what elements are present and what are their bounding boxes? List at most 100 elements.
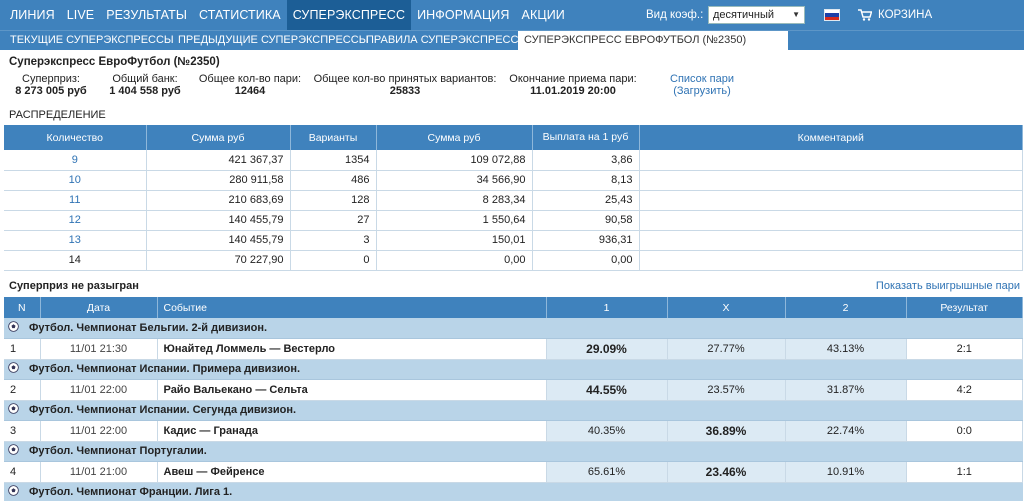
pairs-stat: Общее кол-во пари: 12464: [194, 73, 306, 97]
variants-value: 25833: [389, 85, 421, 97]
football-icon: [8, 485, 19, 499]
coef-type-value: десятичный: [713, 9, 775, 21]
nav-live[interactable]: LIVE: [66, 8, 95, 22]
distribution-count[interactable]: 10: [4, 170, 147, 191]
bank-stat: Общий банк: 1 404 558 руб: [102, 73, 188, 97]
distribution-count[interactable]: 9: [4, 150, 147, 171]
superprize-stat: Суперприз: 8 273 005 руб: [9, 73, 93, 97]
match-event: Райо Вальекано — Сельта: [157, 379, 547, 401]
events-header-row: N Дата Событие 1 X 2 Результат: [4, 297, 1023, 318]
football-icon: [8, 320, 19, 335]
league-cell: Футбол. Чемпионат Португалии.: [4, 441, 1023, 462]
match-p2-percent: 10.91%: [785, 461, 907, 483]
match-number: 1: [4, 338, 41, 360]
distribution-count[interactable]: 12: [4, 210, 147, 231]
football-icon: [8, 362, 19, 376]
distribution-sum2: 1 550,64: [376, 210, 533, 231]
league-name: Футбол. Чемпионат Испании. Сегунда дивиз…: [29, 403, 297, 416]
tab-previous-superexpress[interactable]: ПРЕДЫДУЩИЕ СУПЕРЭКСПРЕССЫ: [178, 34, 369, 46]
sub-navigation: ТЕКУЩИЕ СУПЕРЭКСПРЕССЫ ПРЕДЫДУЩИЕ СУПЕРЭ…: [0, 30, 1024, 50]
football-icon: [8, 444, 19, 458]
match-p2-percent: 31.87%: [785, 379, 907, 401]
superprize-not-drawn-label: Суперприз не разыгран: [9, 280, 139, 292]
distribution-comment: [639, 170, 1023, 191]
match-result: 2:1: [906, 338, 1023, 360]
nav-results[interactable]: РЕЗУЛЬТАТЫ: [106, 8, 188, 22]
tab-superexpress-eurofootball[interactable]: СУПЕРЭКСПРЕСС ЕВРОФУТБОЛ (№2350): [518, 31, 788, 50]
distribution-comment: [639, 230, 1023, 251]
league-cell: Футбол. Чемпионат Бельгии. 2-й дивизион.: [4, 318, 1023, 339]
league-cell: Футбол. Чемпионат Испании. Примера дивиз…: [4, 359, 1023, 380]
end-label: Окончание приема пари:: [509, 73, 637, 85]
pairs-label: Общее кол-во пари:: [198, 73, 302, 85]
nav-statistics[interactable]: СТАТИСТИКА: [199, 8, 281, 22]
distribution-sum2: 150,01: [376, 230, 533, 251]
distribution-variants: 486: [290, 170, 377, 191]
match-event: Авеш — Фейренсе: [157, 461, 547, 483]
distribution-count[interactable]: 13: [4, 230, 147, 251]
distribution-row: 10 280 911,58 486 34 566,90 8,13: [4, 170, 1023, 191]
match-date: 11/01 21:00: [40, 461, 158, 483]
match-px-percent: 23.57%: [667, 379, 786, 401]
distribution-payout: 3,86: [532, 150, 640, 171]
top-navigation: ЛИНИЯ LIVE РЕЗУЛЬТАТЫ СТАТИСТИКА СУПЕРЭК…: [0, 0, 1024, 30]
distribution-variants: 128: [290, 190, 377, 211]
load-link[interactable]: (Загрузить): [673, 85, 731, 97]
col-p1: 1: [546, 297, 668, 318]
coef-type-label: Вид коэф.:: [646, 9, 704, 21]
russian-flag-icon[interactable]: [824, 9, 840, 21]
end-stat: Окончание приема пари: 11.01.2019 20:00: [506, 73, 640, 97]
cart-label: КОРЗИНА: [878, 9, 933, 21]
league-name: Футбол. Чемпионат Португалии.: [29, 444, 207, 457]
cart-icon: [858, 9, 872, 21]
distribution-sum: 210 683,69: [146, 190, 291, 211]
show-winning-pairs-link[interactable]: Показать выигрышные пари: [875, 280, 1020, 292]
pairs-list-stat: Список пари (Загрузить): [662, 73, 742, 97]
distribution-sum2: 109 072,88: [376, 150, 533, 171]
col-event: Событие: [157, 297, 547, 318]
match-p1-percent: 40.35%: [546, 420, 668, 442]
tab-superexpress-rules[interactable]: ПРАВИЛА СУПЕРЭКСПРЕССА: [366, 34, 526, 46]
distribution-count[interactable]: 11: [4, 190, 147, 211]
pairs-value: 12464: [234, 85, 266, 97]
league-cell: Футбол. Чемпионат Франции. Лига 1.: [4, 482, 1023, 501]
distribution-payout: 936,31: [532, 230, 640, 251]
distribution-payout: 25,43: [532, 190, 640, 211]
match-number: 3: [4, 420, 41, 442]
tab-current-superexpress[interactable]: ТЕКУЩИЕ СУПЕРЭКСПРЕССЫ: [10, 34, 174, 46]
match-p1-percent: 65.61%: [546, 461, 668, 483]
distribution-row: 14 70 227,90 0 0,00 0,00: [4, 250, 1023, 271]
col-px: X: [667, 297, 786, 318]
nav-promotions[interactable]: АКЦИИ: [521, 8, 565, 22]
cart-button[interactable]: КОРЗИНА: [858, 0, 932, 30]
col-variants: Варианты: [290, 125, 377, 150]
match-row: 4 11/01 21:00 Авеш — Фейренсе 65.61% 23.46% 1…: [4, 461, 1023, 483]
superprize-value: 8 273 005 руб: [15, 85, 87, 97]
distribution-sum2: 8 283,34: [376, 190, 533, 211]
distribution-count: 14: [4, 250, 147, 271]
col-n: N: [4, 297, 41, 318]
col-payout: Выплата на 1 руб: [532, 125, 640, 150]
match-p2-percent: 22.74%: [785, 420, 907, 442]
nav-information[interactable]: ИНФОРМАЦИЯ: [417, 8, 510, 22]
distribution-label: РАСПРЕДЕЛЕНИЕ: [9, 109, 106, 121]
nav-superexpress[interactable]: СУПЕРЭКСПРЕСС: [286, 0, 412, 30]
match-p1-percent: 29.09%: [546, 338, 668, 360]
nav-line[interactable]: ЛИНИЯ: [10, 8, 55, 22]
match-date: 11/01 22:00: [40, 420, 158, 442]
pairs-list-link[interactable]: Список пари: [670, 73, 734, 85]
distribution-payout: 0,00: [532, 250, 640, 271]
distribution-row: 13 140 455,79 3 150,01 936,31: [4, 230, 1023, 251]
match-result: 0:0: [906, 420, 1023, 442]
coef-type-select[interactable]: десятичный ▼: [708, 6, 805, 24]
league-name: Футбол. Чемпионат Испании. Примера дивиз…: [29, 362, 301, 375]
league-name: Футбол. Чемпионат Бельгии. 2-й дивизион.: [29, 321, 268, 334]
match-event: Кадис — Гранада: [157, 420, 547, 442]
match-date: 11/01 22:00: [40, 379, 158, 401]
distribution-comment: [639, 150, 1023, 171]
league-row: Футбол. Чемпионат Португалии.: [4, 441, 1023, 462]
col-result: Результат: [906, 297, 1023, 318]
match-px-percent: 36.89%: [667, 420, 786, 442]
match-p2-percent: 43.13%: [785, 338, 907, 360]
match-date: 11/01 21:30: [40, 338, 158, 360]
